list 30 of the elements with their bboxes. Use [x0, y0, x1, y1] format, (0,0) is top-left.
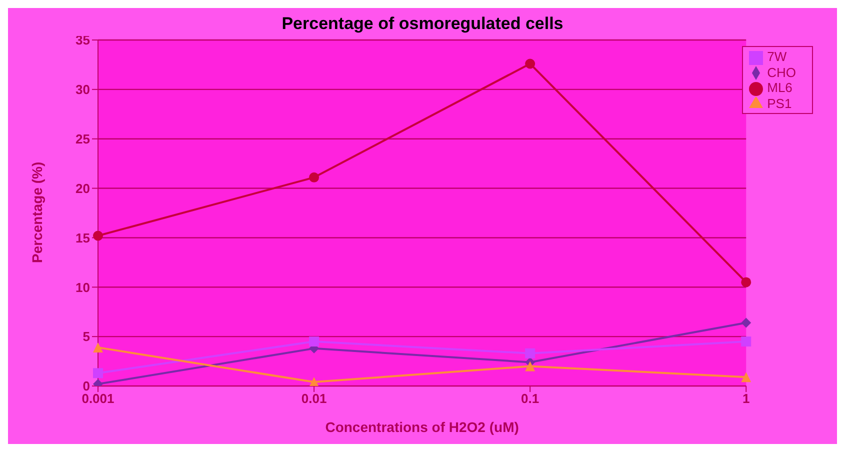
y-tick-label: 5: [82, 329, 90, 344]
point: [741, 336, 752, 347]
point: [525, 58, 536, 69]
y-tick-label: 0: [82, 378, 90, 394]
y-tick-label: 20: [76, 180, 90, 196]
x-axis-title: Concentrations of H2O2 (uM): [325, 419, 519, 435]
x-tick-label: 0.1: [521, 391, 540, 406]
x-tick-label: 0.001: [82, 391, 114, 406]
point: [741, 372, 752, 382]
y-axis-title: Percentage (%): [28, 162, 45, 263]
legend-label: PS1: [767, 96, 792, 111]
point: [309, 172, 320, 182]
point: [309, 377, 320, 386]
point: [93, 368, 103, 378]
legend-label: CHO: [767, 64, 796, 80]
point: [93, 342, 103, 352]
y-tick-label: 30: [76, 82, 90, 98]
x-tick-label: 0.01: [301, 391, 327, 406]
point: [525, 348, 536, 358]
legend-label: ML6: [767, 80, 792, 96]
legend-label: 7W: [767, 49, 787, 64]
y-tick-label: 10: [76, 280, 90, 295]
y-tick-label: 15: [76, 230, 90, 246]
point: [525, 361, 536, 372]
chart-title: Percentage of osmoregulated cells: [282, 14, 564, 33]
point: [741, 277, 752, 288]
y-tick-label: 25: [76, 131, 90, 146]
point: [741, 318, 752, 328]
x-tick-label: 1: [742, 391, 750, 406]
point: [309, 336, 320, 347]
